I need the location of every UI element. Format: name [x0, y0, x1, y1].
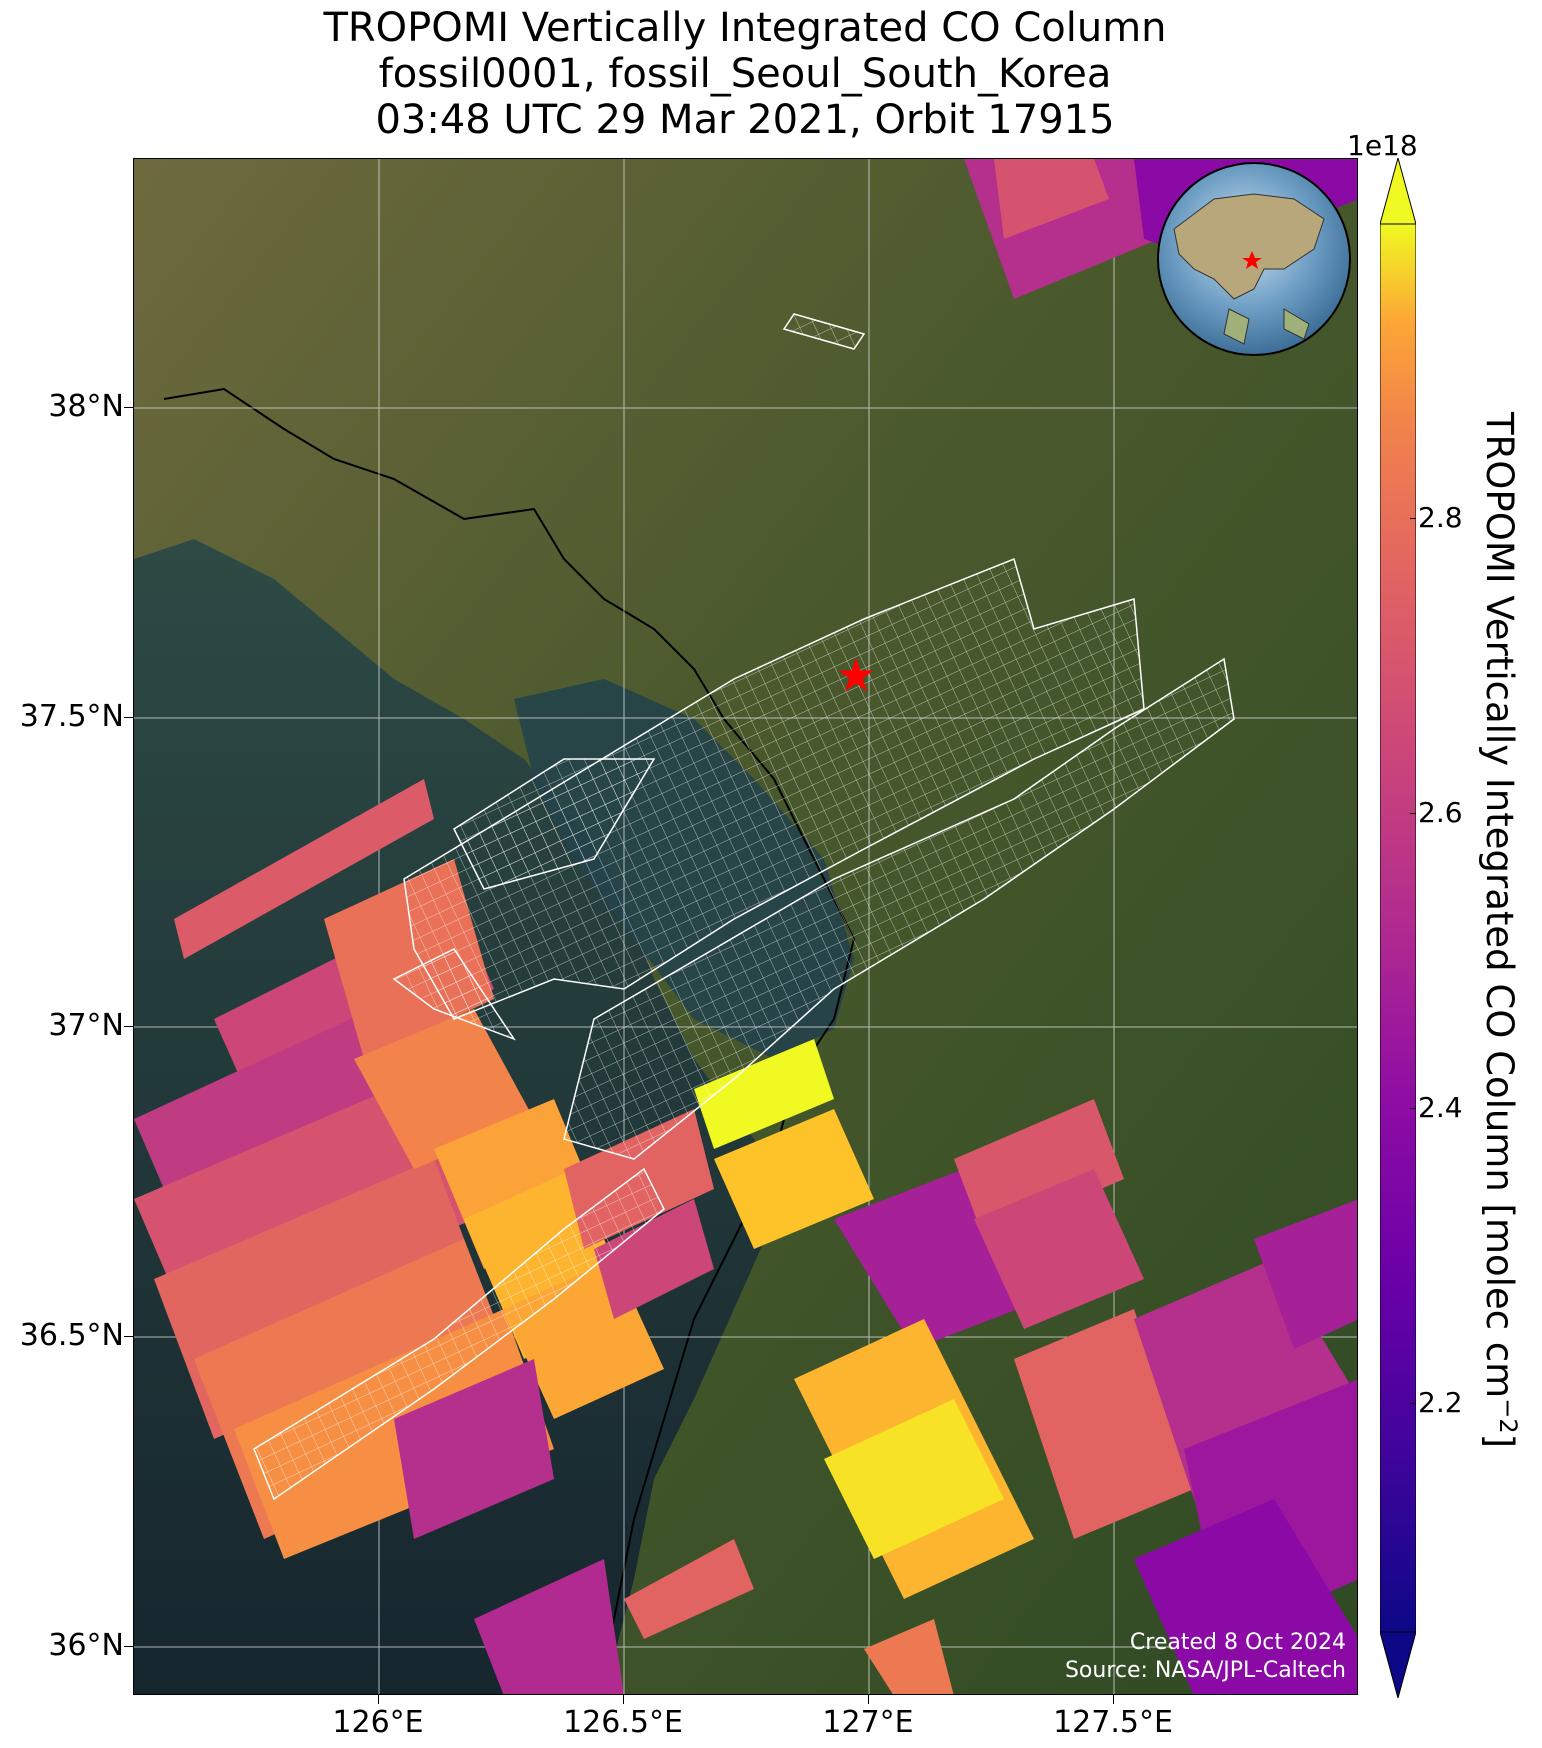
chart-title-line-1: TROPOMI Vertically Integrated CO Column	[323, 5, 1167, 51]
tick-mark-126e	[378, 1695, 379, 1704]
tick-mark-38n	[124, 407, 133, 408]
lon-tick-126-5e: 126.5°E	[563, 1705, 683, 1740]
colorbar-label-exponent: −2	[1494, 1398, 1523, 1434]
lat-tick-37-5n: 37.5°N	[19, 699, 124, 734]
colorbar-extend-max	[1380, 158, 1416, 225]
colorbar-tick-2-2: 2.2	[1418, 1386, 1463, 1419]
tick-mark-37-5n	[124, 717, 133, 718]
credit-created: Created 8 Oct 2024	[1129, 1630, 1346, 1655]
colorbar-label: TROPOMI Vertically Integrated CO Column …	[1478, 412, 1522, 1448]
colorbar-extend-min	[1380, 1631, 1416, 1698]
globe-star-marker	[1242, 251, 1262, 269]
lon-tick-127-5e: 127.5°E	[1053, 1705, 1173, 1740]
lon-tick-127e: 127°E	[822, 1705, 914, 1740]
colorbar-tick-2-6: 2.6	[1418, 796, 1463, 829]
tick-mark-126-5e	[623, 1695, 624, 1704]
target-star-marker[interactable]	[838, 657, 874, 692]
tick-mark-127-5e	[1113, 1695, 1114, 1704]
lat-tick-36n: 36°N	[48, 1628, 124, 1663]
tick-mark-36-5n	[124, 1336, 133, 1337]
colorbar-tickmark-2-6	[1410, 813, 1416, 814]
colorbar-exponent: 1e18	[1347, 129, 1418, 162]
colorbar-label-text: TROPOMI Vertically Integrated CO Column …	[1477, 411, 1521, 1399]
colorbar-tickmark-2-4	[1410, 1108, 1416, 1109]
colorbar-label-end: ]	[1477, 1433, 1521, 1449]
colorbar-tick-2-8: 2.8	[1418, 501, 1463, 534]
lat-tick-38n: 38°N	[48, 389, 124, 424]
lat-tick-36-5n: 36.5°N	[19, 1318, 124, 1353]
map-panel[interactable]	[133, 158, 1358, 1695]
colorbar-tick-2-4: 2.4	[1418, 1091, 1463, 1124]
inset-globe	[1157, 162, 1351, 356]
lon-tick-126e: 126°E	[332, 1705, 424, 1740]
credit-source: Source: NASA/JPL-Caltech	[1064, 1658, 1346, 1683]
tick-mark-127e	[868, 1695, 869, 1704]
colorbar-tickmark-2-2	[1410, 1403, 1416, 1404]
tick-mark-36n	[124, 1646, 133, 1647]
chart-title-line-3: 03:48 UTC 29 Mar 2021, Orbit 17915	[375, 97, 1115, 143]
map-svg	[134, 159, 1357, 1694]
tick-mark-37n	[124, 1026, 133, 1027]
colorbar	[1380, 158, 1416, 1698]
colorbar-gradient	[1380, 223, 1416, 1633]
lat-tick-37n: 37°N	[48, 1008, 124, 1043]
colorbar-tickmark-2-8	[1410, 518, 1416, 519]
co-swath-east	[474, 1099, 1357, 1694]
footprint-mesh	[253, 313, 1235, 1501]
chart-title-line-2: fossil0001, fossil_Seoul_South_Korea	[378, 51, 1112, 97]
